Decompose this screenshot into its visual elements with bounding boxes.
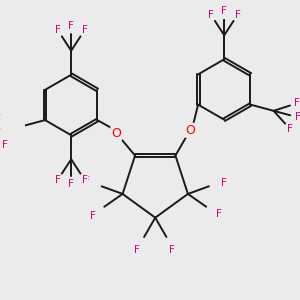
Text: F: F: [55, 175, 61, 185]
Text: F: F: [169, 245, 175, 255]
Text: F: F: [294, 98, 300, 108]
Text: F: F: [134, 245, 140, 255]
Text: F: F: [89, 211, 95, 221]
Text: O: O: [185, 124, 195, 137]
Text: F: F: [221, 5, 227, 16]
Text: F: F: [221, 178, 226, 188]
Text: F: F: [0, 128, 1, 138]
Text: F: F: [208, 10, 214, 20]
Text: F: F: [235, 10, 241, 20]
Text: F: F: [68, 179, 74, 189]
Text: F: F: [2, 140, 8, 150]
Text: F: F: [216, 209, 222, 219]
Text: F: F: [0, 114, 1, 124]
Text: F: F: [84, 176, 90, 186]
Text: F: F: [82, 25, 88, 35]
Text: F: F: [287, 124, 293, 134]
Text: F: F: [55, 25, 61, 35]
Text: O: O: [111, 127, 121, 140]
Text: F: F: [82, 175, 88, 185]
Text: F: F: [295, 112, 300, 122]
Text: F: F: [68, 21, 74, 31]
